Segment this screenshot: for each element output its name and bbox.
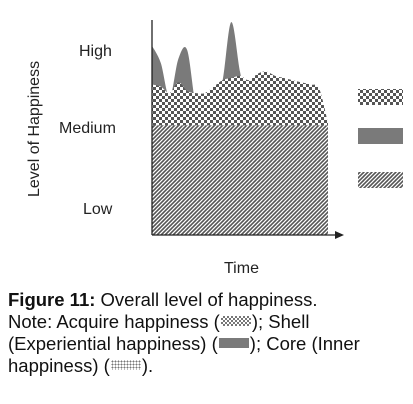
caption-swatch-acquire [220, 316, 251, 326]
caption-swatch-core [110, 360, 141, 370]
y-tick-high: High [79, 43, 112, 60]
x-axis-title: Time [224, 260, 259, 277]
figure-title: Overall level of happiness. [95, 289, 318, 310]
series-area-dotted [152, 125, 328, 235]
y-tick-medium: Medium [59, 120, 116, 137]
figure-label: Figure 11: [8, 289, 96, 310]
x-axis-arrow [335, 231, 344, 239]
caption-swatch-shell [218, 338, 249, 348]
caption-note-2: ); Shell (Experiential happiness) ( [8, 311, 310, 354]
y-axis-title: Level of Happiness [26, 61, 43, 197]
caption-note-4: ). [141, 355, 154, 376]
legend [358, 89, 403, 188]
figure-caption: Figure 11: Overall level of happiness. No… [8, 289, 408, 377]
legend-swatch-core [358, 172, 403, 188]
caption-note-1: Note: Acquire happiness ( [8, 311, 220, 332]
happiness-chart: High Medium Low Level of Happiness Time [26, 20, 403, 277]
y-tick-low: Low [83, 201, 113, 218]
series-area-solid [152, 22, 328, 126]
legend-swatch-acquire [358, 89, 403, 105]
series-area-checkered [152, 71, 328, 126]
series-layer [152, 22, 328, 235]
legend-swatch-shell [358, 128, 403, 144]
caption-note-3: ); Core (Inner happiness) ( [8, 333, 360, 376]
